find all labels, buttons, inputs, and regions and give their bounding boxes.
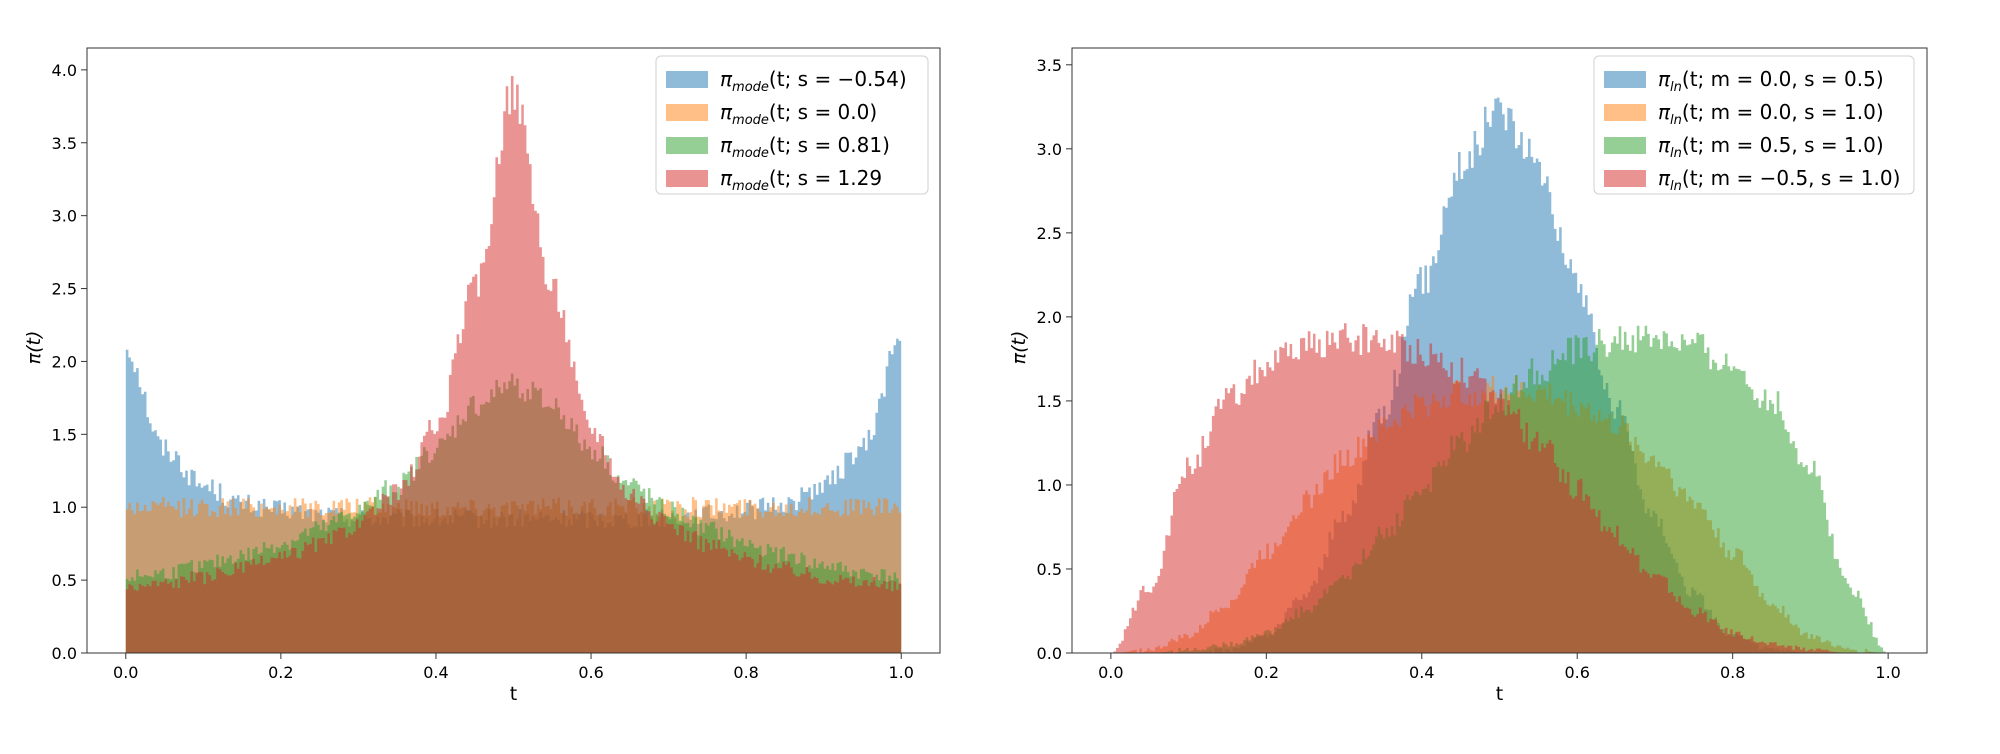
legend-entry-2: πmode(t; s = 0.81)	[720, 133, 890, 161]
y-tick-label: 1.5	[52, 425, 77, 444]
right-chart: 0.0 0.2 0.4 0.6 0.8 1.0 0.0 0.5 1.0 1.5 2.0 2.5 3.0 3…	[1008, 47, 1928, 705]
y-tick-label: 3.0	[52, 207, 77, 226]
legend-symbol: π	[1658, 100, 1671, 124]
y-tick-label: 2.5	[1037, 224, 1062, 243]
x-tick-label: 0.8	[1720, 663, 1745, 682]
legend-entry-3: πmode(t; s = 1.29	[720, 166, 882, 194]
legend-swatch-1	[666, 104, 708, 121]
legend-entry-2: πln(t; m = 0.5, s = 1.0)	[1658, 133, 1884, 161]
legend-subscript: mode	[732, 179, 769, 194]
legend-box	[1593, 55, 1915, 195]
y-axis-label: π(t)	[1008, 331, 1030, 365]
legend-args: (t; m = 0.5, s = 1.0)	[1682, 133, 1884, 157]
y-tick-label: 2.0	[1037, 308, 1062, 327]
legend-subscript: mode	[732, 80, 769, 95]
legend-swatch-2	[666, 137, 708, 154]
left-chart: 0.0 0.2 0.4 0.6 0.8 1.0 0.0 0.5 1.0 1.5 2.0 2.5 3.0 3…	[23, 47, 941, 705]
y-tick-label: 0.0	[1037, 644, 1062, 663]
y-tick-label: 2.0	[52, 352, 77, 371]
legend-symbol: π	[720, 166, 733, 190]
legend-symbol: π	[1658, 133, 1671, 157]
legend-subscript: ln	[1670, 146, 1682, 161]
legend-args: (t; s = −0.54)	[769, 67, 907, 91]
x-tick-label: 0.0	[113, 663, 138, 682]
x-tick-label: 0.6	[578, 663, 603, 682]
legend-swatch-0	[666, 71, 708, 88]
y-tick-label: 4.0	[52, 61, 77, 80]
legend-args: (t; m = −0.5, s = 1.0)	[1682, 166, 1900, 190]
x-tick-label: 0.2	[1254, 663, 1279, 682]
legend-swatch-2	[1604, 137, 1646, 154]
x-axis-label: t	[1496, 683, 1503, 705]
x-tick-label: 0.4	[1409, 663, 1434, 682]
legend-entry-1: πln(t; m = 0.0, s = 1.0)	[1658, 100, 1884, 128]
x-tick-label: 0.0	[1098, 663, 1123, 682]
y-tick-label: 3.0	[1037, 140, 1062, 159]
x-tick-label: 1.0	[889, 663, 914, 682]
legend-symbol: π	[720, 133, 733, 157]
legend-symbol: π	[720, 67, 733, 91]
legend-subscript: mode	[732, 113, 769, 128]
legend-subscript: ln	[1670, 179, 1682, 194]
series-area-3	[1110, 323, 1889, 653]
legend-args: (t; s = 0.0)	[769, 100, 877, 124]
y-tick-label: 0.0	[52, 644, 77, 663]
series-area-0	[1110, 97, 1889, 654]
legend-args: (t; s = 0.81)	[769, 133, 890, 157]
legend-args: (t; m = 0.0, s = 1.0)	[1682, 100, 1884, 124]
plot-frame	[86, 47, 941, 654]
legend-swatch-1	[1604, 104, 1646, 121]
legend-entry-0: πmode(t; s = −0.54)	[720, 67, 907, 95]
legend-entry-1: πmode(t; s = 0.0)	[720, 100, 877, 128]
plot-frame	[1071, 47, 1928, 654]
y-tick-label: 1.0	[1037, 476, 1062, 495]
legend-symbol: π	[1658, 67, 1671, 91]
y-tick-label: 1.0	[52, 498, 77, 517]
legend-args: (t; s = 1.29	[769, 166, 882, 190]
legend-box	[655, 55, 929, 195]
x-tick-label: 0.6	[1565, 663, 1590, 682]
x-tick-label: 1.0	[1875, 663, 1900, 682]
legend-subscript: ln	[1670, 113, 1682, 128]
y-tick-label: 3.5	[1037, 56, 1062, 75]
series-area-3	[125, 76, 902, 653]
x-tick-label: 0.8	[733, 663, 758, 682]
legend-symbol: π	[720, 100, 733, 124]
legend-subscript: mode	[732, 146, 769, 161]
x-axis-label: t	[510, 683, 517, 705]
x-tick-label: 0.4	[423, 663, 448, 682]
y-tick-label: 2.5	[52, 280, 77, 299]
y-tick-label: 1.5	[1037, 392, 1062, 411]
legend-swatch-3	[1604, 170, 1646, 187]
y-tick-label: 0.5	[1037, 560, 1062, 579]
legend-swatch-3	[666, 170, 708, 187]
y-axis-label: π(t)	[23, 331, 45, 365]
legend-entry-0: πln(t; m = 0.0, s = 0.5)	[1658, 67, 1884, 95]
legend-args: (t; m = 0.0, s = 0.5)	[1682, 67, 1884, 91]
legend-entry-3: πln(t; m = −0.5, s = 1.0)	[1658, 166, 1900, 194]
legend-symbol: π	[1658, 166, 1671, 190]
y-tick-label: 0.5	[52, 571, 77, 590]
x-tick-label: 0.2	[268, 663, 293, 682]
legend-swatch-0	[1604, 71, 1646, 88]
y-tick-label: 3.5	[52, 134, 77, 153]
legend-subscript: ln	[1670, 80, 1682, 95]
